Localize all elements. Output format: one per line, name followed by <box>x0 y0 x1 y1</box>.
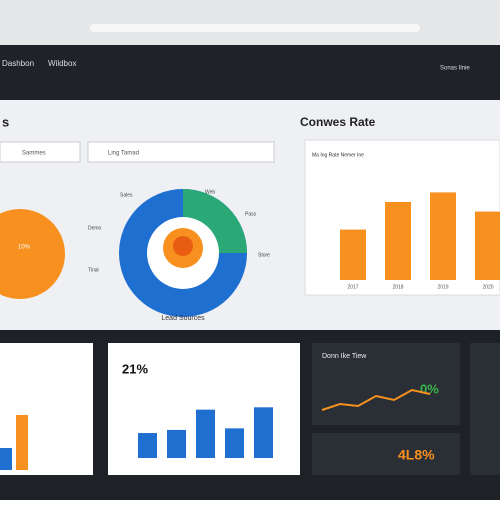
bar <box>340 229 366 280</box>
donut-label: Pass <box>245 211 257 217</box>
donut-core <box>173 236 193 256</box>
x-tick-label: 2018 <box>392 284 403 290</box>
filter-label[interactable]: Ling Tamad <box>108 151 139 157</box>
nav-item[interactable]: Dashbon <box>2 59 34 68</box>
donut-label: Sales <box>120 192 133 198</box>
line <box>321 388 431 411</box>
bar <box>430 192 456 280</box>
donut-label: Web <box>205 189 215 195</box>
card-value: 21% <box>122 361 148 376</box>
nav-item[interactable]: Wildbox <box>48 59 76 68</box>
pie-label: 10% <box>18 245 31 251</box>
card <box>470 343 500 475</box>
donut-label: Store <box>258 252 270 258</box>
panel-title: Conwes Rate <box>300 115 376 129</box>
chart-subtitle: Ma Ing Rate Nemer Ine <box>312 152 364 158</box>
nav-user[interactable]: Sonas Ilnie <box>440 66 470 72</box>
bar <box>138 433 157 458</box>
x-tick-label: 2019 <box>437 284 448 290</box>
filter[interactable] <box>87 141 275 163</box>
bar <box>196 409 215 458</box>
card-value: 4L8% <box>398 447 435 463</box>
bar <box>16 415 28 470</box>
bar <box>254 407 273 458</box>
donut-label: Tinal <box>88 267 99 273</box>
filter-label[interactable]: Sammes <box>22 151 46 157</box>
nav-bar <box>0 45 500 100</box>
card <box>312 343 460 425</box>
x-tick-label: 2020 <box>482 284 493 290</box>
card-title: Donn Ike Tiew <box>322 353 367 360</box>
x-tick-label: 2017 <box>347 284 358 290</box>
address-bar <box>90 24 420 32</box>
panel-title: s <box>2 114 9 129</box>
bar <box>385 202 411 280</box>
bar <box>167 429 186 458</box>
bar <box>225 428 244 458</box>
bar <box>0 448 12 470</box>
donut-label: Demo <box>88 225 102 231</box>
card <box>0 343 93 475</box>
pie <box>0 209 65 299</box>
filter[interactable] <box>0 141 81 163</box>
browser-bar <box>0 0 500 45</box>
card <box>312 433 460 475</box>
bar <box>475 211 500 280</box>
donut-caption: Lead Sources <box>161 315 205 322</box>
